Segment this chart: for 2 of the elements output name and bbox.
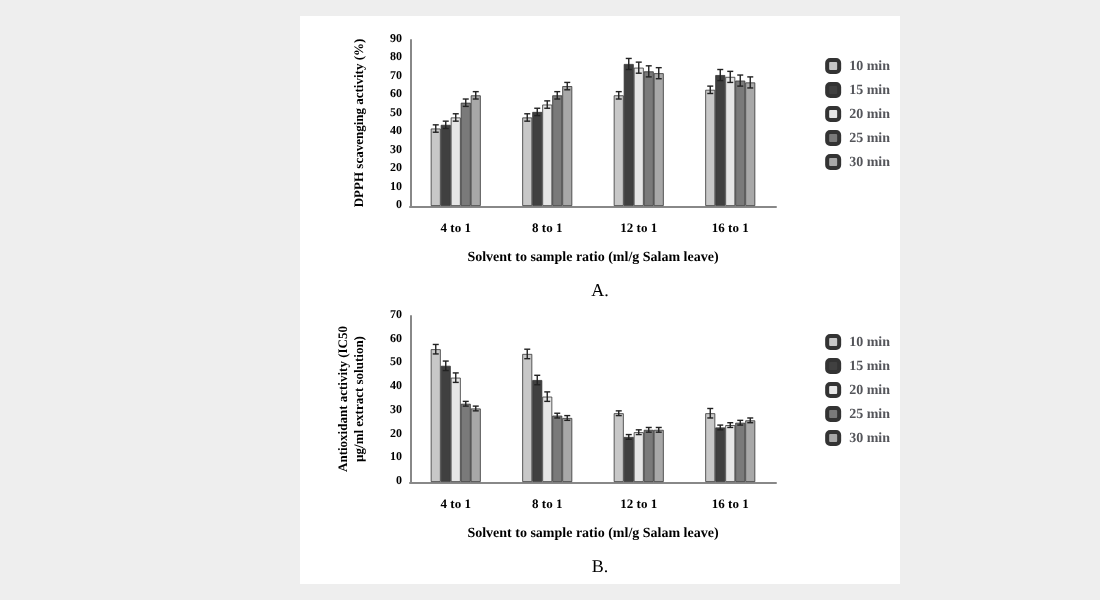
text: B. [589, 556, 611, 576]
text: A. [589, 280, 611, 300]
